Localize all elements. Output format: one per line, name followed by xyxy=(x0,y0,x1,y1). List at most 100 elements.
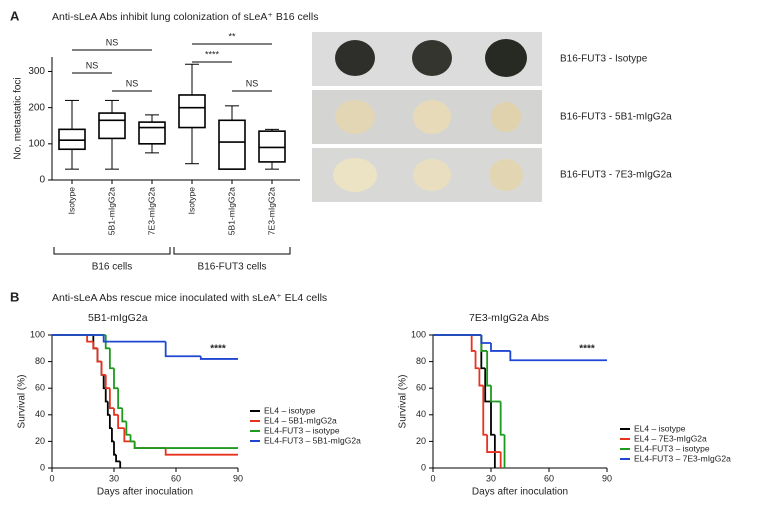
lung xyxy=(413,100,451,134)
survival-step xyxy=(486,350,491,387)
survival-step xyxy=(499,401,505,436)
x-axis-label: Days after inoculation xyxy=(472,487,568,498)
y-tick-label: 60 xyxy=(416,383,426,393)
lung xyxy=(485,39,527,77)
survival-step xyxy=(509,350,607,362)
survival-step xyxy=(484,368,491,403)
x-tick-label: 0 xyxy=(49,473,54,483)
survival-step xyxy=(92,341,98,350)
lung xyxy=(489,159,523,191)
box xyxy=(138,121,166,145)
survival-step xyxy=(490,385,495,403)
x-tick-label: 5B1-mIgG2a xyxy=(106,187,116,235)
survival-step xyxy=(113,441,117,456)
panel-title: Anti-sLeA Abs rescue mice inoculated wit… xyxy=(52,292,327,304)
survival-step xyxy=(164,341,201,358)
group-bracket xyxy=(53,247,171,255)
survival-step xyxy=(104,374,110,390)
legend-label: EL4-FUT3 – 7E3-mIgG2a xyxy=(634,453,731,463)
x-tick-label: 30 xyxy=(109,473,119,483)
x-tick-label: 90 xyxy=(233,473,243,483)
survival-step xyxy=(117,388,123,410)
survival-step xyxy=(478,368,484,387)
image-label: B16-FUT3 - 7E3-mIgG2a xyxy=(560,170,672,181)
significance-label: NS xyxy=(246,78,259,88)
x-tick-label: 7E3-mIgG2a xyxy=(146,187,156,235)
survival-step xyxy=(113,408,119,416)
x-tick-label: 5B1-mIgG2a xyxy=(226,187,236,235)
y-tick-label: 100 xyxy=(28,138,45,149)
survival-step xyxy=(86,335,94,343)
survival-step xyxy=(133,441,238,449)
panel-label: A xyxy=(10,8,20,23)
box xyxy=(58,128,86,151)
y-tick-label: 0 xyxy=(40,462,45,472)
chart-title: 5B1-mIgG2a xyxy=(88,312,148,324)
lung xyxy=(335,100,375,134)
survival-step xyxy=(480,335,491,344)
x-tick-label: 0 xyxy=(430,473,435,483)
y-tick-label: 80 xyxy=(35,356,45,366)
survival-step xyxy=(129,434,135,443)
box xyxy=(218,119,246,170)
panel-label: B xyxy=(10,289,19,304)
legend-label: EL4-FUT3 – isotype xyxy=(264,425,340,435)
x-tick-label: 60 xyxy=(171,473,181,483)
survival-step xyxy=(104,335,110,350)
survival-step xyxy=(482,385,488,436)
annotation: **** xyxy=(579,344,595,355)
survival-step xyxy=(490,342,511,352)
photo-grid xyxy=(312,32,542,202)
group-bracket xyxy=(173,247,291,255)
lung xyxy=(335,40,375,76)
survival-step xyxy=(121,408,127,423)
survival-step xyxy=(117,414,125,429)
survival-step xyxy=(108,388,114,410)
y-tick-label: 80 xyxy=(416,356,426,366)
x-tick-label: 7E3-mIgG2a xyxy=(266,187,276,235)
legend-label: EL4 – 7E3-mIgG2a xyxy=(634,433,707,443)
panel-title: Anti-sLeA Abs inhibit lung colonization … xyxy=(52,11,318,23)
y-axis-label: No. metastatic foci xyxy=(13,77,24,159)
image-label: B16-FUT3 - Isotype xyxy=(560,54,648,65)
lung xyxy=(491,102,521,132)
x-tick-label: 90 xyxy=(602,473,612,483)
survival-step xyxy=(108,348,114,370)
survival-step xyxy=(125,421,131,436)
survival-step xyxy=(108,414,112,429)
y-tick-label: 0 xyxy=(421,462,426,472)
survival-step xyxy=(96,348,102,363)
significance-label: NS xyxy=(126,78,139,88)
significance-label: **** xyxy=(205,49,220,59)
y-tick-label: 100 xyxy=(411,329,426,339)
x-tick-label: Isotype xyxy=(66,187,76,215)
image-label: B16-FUT3 - 5B1-mIgG2a xyxy=(560,112,672,123)
significance-label: NS xyxy=(106,37,119,47)
survival-step xyxy=(100,361,106,376)
legend-label: EL4 – 5B1-mIgG2a xyxy=(264,415,337,425)
legend-label: EL4-FUT3 – isotype xyxy=(634,443,710,453)
y-axis-label: Survival (%) xyxy=(17,375,28,429)
lung xyxy=(412,40,452,76)
survival-step xyxy=(133,441,166,449)
group-label: B16-FUT3 cells xyxy=(198,262,267,273)
survival-step xyxy=(113,368,119,390)
significance-label: ** xyxy=(228,31,236,41)
survival-step xyxy=(199,356,238,360)
annotation: **** xyxy=(210,344,226,355)
y-axis-label: Survival (%) xyxy=(398,375,409,429)
significance-label: NS xyxy=(86,60,99,70)
survival-step xyxy=(474,350,480,370)
y-tick-label: 60 xyxy=(35,383,45,393)
survival-step xyxy=(104,388,108,403)
y-tick-label: 40 xyxy=(35,409,45,419)
box xyxy=(98,112,126,140)
survival-step xyxy=(164,448,238,456)
group-label: B16 cells xyxy=(92,262,133,273)
legend-label: EL4 – isotype xyxy=(634,423,686,433)
legend-label: EL4-FUT3 – 5B1-mIgG2a xyxy=(264,435,361,445)
chart-title: 7E3-mIgG2a Abs xyxy=(469,312,549,324)
lung xyxy=(333,158,377,192)
survival-step xyxy=(470,335,476,352)
